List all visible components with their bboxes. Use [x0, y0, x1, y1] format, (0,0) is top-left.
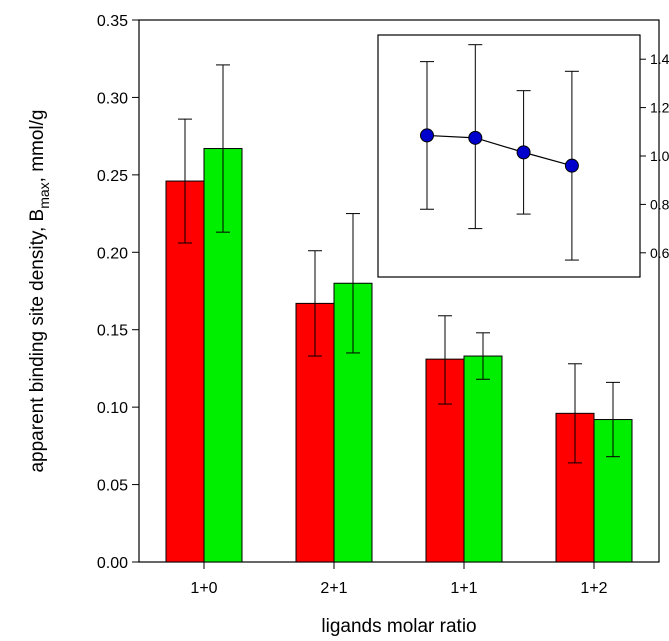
y-tick-label: 0.20 [97, 245, 128, 262]
inset-data-point [516, 145, 531, 160]
inset-y-axis: 0.6 0.8 1.0 1.2 1.4 [640, 51, 669, 261]
x-tick-label: 1+0 [190, 580, 217, 597]
y-tick-label: 0.10 [97, 400, 128, 417]
inset-y-tick-label: 1.4 [650, 51, 669, 67]
x-axis-title: ligands molar ratio [321, 616, 476, 637]
inset-data-point [564, 158, 579, 173]
error-bars [178, 64, 620, 464]
inset-series-line [426, 134, 573, 167]
inset-y-tick-label: 0.6 [650, 245, 669, 261]
bar-1+1-series-2 [463, 355, 503, 563]
inset-y-tick-label: 1.0 [650, 148, 669, 164]
bar-1+0-series-1 [165, 180, 205, 563]
y-axis-title-subscript: max [36, 182, 52, 208]
plot-frame [138, 19, 660, 563]
y-tick-label: 0.35 [97, 13, 128, 30]
y-axis: 0.00 0.05 0.10 0.15 0.20 0.25 0.30 0.35 [97, 13, 139, 572]
y-tick-label: 0.25 [97, 168, 128, 185]
inset-y-tick-label: 1.2 [650, 100, 669, 116]
inset-y-tick-label: 0.8 [650, 196, 669, 212]
y-tick-label: 0.05 [97, 478, 128, 495]
y-axis-title-unit: , mmol/g [27, 109, 48, 182]
x-tick-label: 1+1 [450, 580, 477, 597]
y-tick-label: 0.15 [97, 323, 128, 340]
y-tick-label: 0.00 [97, 555, 128, 572]
y-axis-title: apparent binding site density, Bmax, mmo… [27, 109, 52, 472]
inset-frame [377, 34, 641, 278]
inset-chart: 0.6 0.8 1.0 1.2 1.4 [377, 34, 669, 278]
y-tick-label: 0.30 [97, 90, 128, 107]
x-tick-label: 1+2 [580, 580, 607, 597]
y-axis-title-main: apparent binding site density, B [27, 209, 48, 473]
x-axis: 1+0 2+1 1+1 1+2 [190, 562, 608, 597]
inset-series-points [420, 128, 579, 173]
inset-data-point [420, 128, 434, 143]
inset-data-point [468, 130, 483, 145]
x-tick-label: 2+1 [320, 580, 347, 597]
